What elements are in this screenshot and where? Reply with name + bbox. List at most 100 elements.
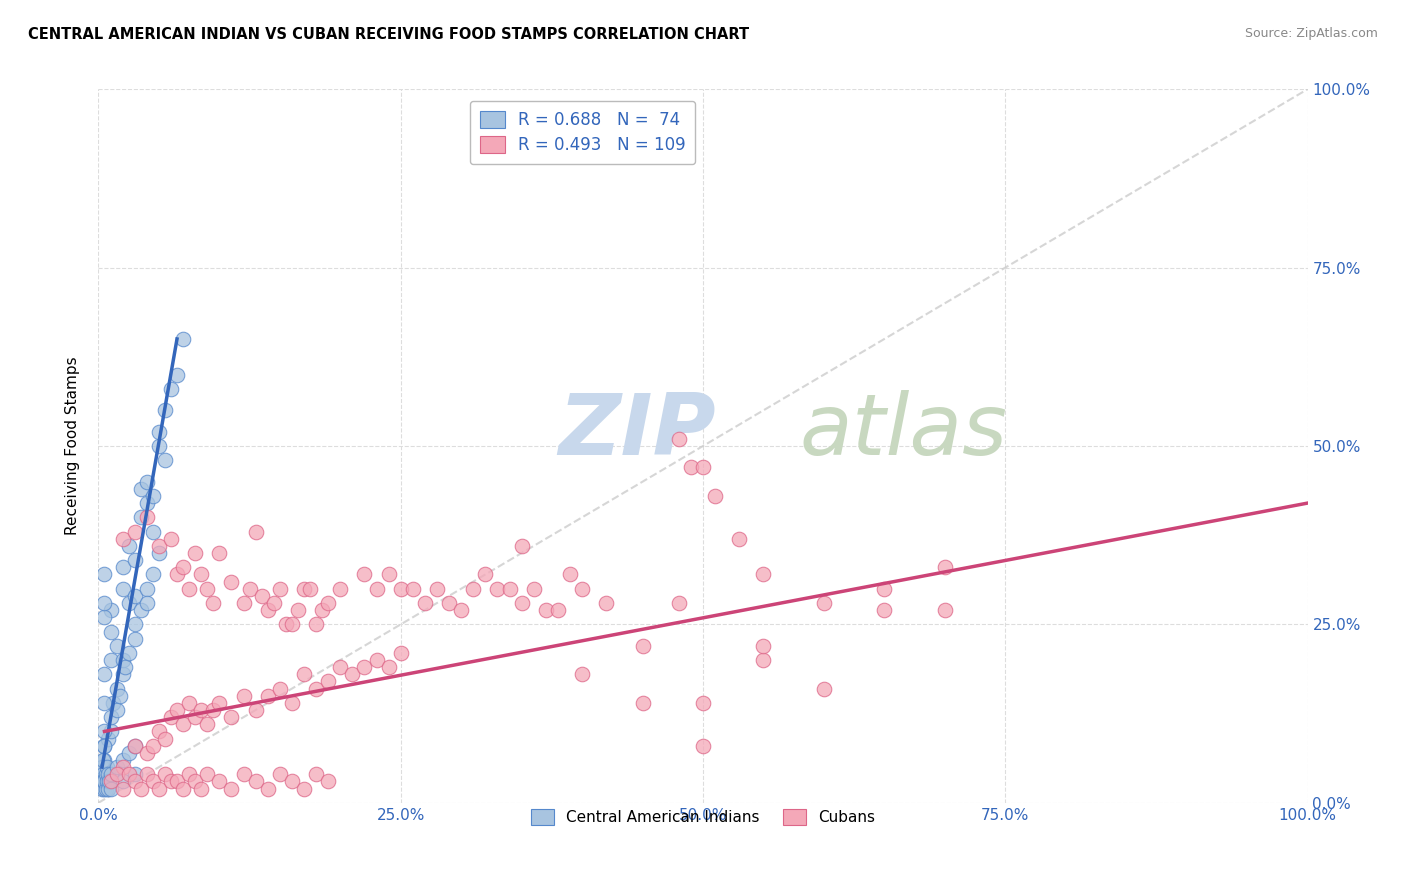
Point: [100, 710, 122, 724]
Point: [208, 774, 231, 789]
Point: [316, 774, 339, 789]
Point: [118, 746, 141, 760]
Point: [179, 696, 201, 710]
Point: [287, 603, 309, 617]
Point: [97, 731, 120, 746]
Point: [498, 582, 520, 596]
Point: [184, 546, 207, 560]
Point: [93, 774, 115, 789]
Point: [190, 567, 212, 582]
Point: [232, 767, 254, 781]
Point: [135, 496, 157, 510]
Point: [172, 332, 194, 346]
Point: [118, 596, 141, 610]
Legend: Central American Indians, Cubans: Central American Indians, Cubans: [522, 800, 884, 834]
Point: [100, 767, 122, 781]
Point: [221, 574, 243, 589]
Point: [153, 403, 176, 417]
Point: [111, 560, 134, 574]
Point: [124, 632, 146, 646]
Point: [571, 582, 593, 596]
Point: [105, 767, 128, 781]
Point: [281, 696, 304, 710]
Point: [692, 739, 714, 753]
Point: [166, 567, 188, 582]
Point: [93, 753, 115, 767]
Point: [93, 739, 115, 753]
Point: [353, 567, 375, 582]
Point: [474, 567, 496, 582]
Point: [142, 567, 165, 582]
Point: [704, 489, 727, 503]
Point: [114, 660, 136, 674]
Point: [179, 582, 201, 596]
Point: [377, 567, 399, 582]
Point: [94, 781, 117, 796]
Point: [342, 667, 364, 681]
Point: [100, 603, 122, 617]
Point: [93, 739, 115, 753]
Point: [135, 746, 157, 760]
Point: [873, 582, 896, 596]
Point: [752, 567, 775, 582]
Point: [91, 774, 114, 789]
Point: [426, 582, 449, 596]
Point: [111, 532, 134, 546]
Point: [100, 781, 122, 796]
Point: [101, 696, 124, 710]
Point: [463, 582, 485, 596]
Point: [208, 546, 231, 560]
Point: [239, 582, 262, 596]
Point: [142, 739, 165, 753]
Point: [311, 603, 333, 617]
Point: [329, 660, 352, 674]
Point: [148, 439, 170, 453]
Point: [91, 781, 114, 796]
Point: [813, 681, 835, 696]
Point: [269, 582, 291, 596]
Point: [668, 596, 690, 610]
Point: [93, 724, 115, 739]
Point: [752, 653, 775, 667]
Point: [692, 696, 714, 710]
Point: [96, 774, 118, 789]
Point: [292, 582, 315, 596]
Point: [98, 774, 121, 789]
Point: [631, 696, 654, 710]
Point: [160, 532, 183, 546]
Point: [91, 774, 114, 789]
Point: [934, 603, 956, 617]
Point: [195, 582, 218, 596]
Point: [100, 724, 122, 739]
Point: [124, 767, 146, 781]
Point: [100, 774, 122, 789]
Point: [366, 653, 388, 667]
Point: [142, 774, 165, 789]
Point: [510, 539, 533, 553]
Point: [124, 553, 146, 567]
Point: [153, 731, 176, 746]
Y-axis label: Receiving Food Stamps: Receiving Food Stamps: [65, 357, 80, 535]
Point: [547, 603, 569, 617]
Point: [329, 582, 352, 596]
Point: [179, 767, 201, 781]
Point: [316, 674, 339, 689]
Point: [377, 660, 399, 674]
Point: [160, 382, 183, 396]
Point: [96, 760, 118, 774]
Point: [523, 582, 546, 596]
Point: [160, 774, 183, 789]
Point: [263, 596, 285, 610]
Point: [111, 653, 134, 667]
Point: [668, 432, 690, 446]
Point: [142, 489, 165, 503]
Point: [142, 524, 165, 539]
Point: [184, 710, 207, 724]
Point: [486, 582, 509, 596]
Point: [245, 524, 267, 539]
Point: [93, 767, 115, 781]
Point: [389, 646, 412, 660]
Point: [305, 617, 328, 632]
Point: [558, 567, 581, 582]
Point: [245, 703, 267, 717]
